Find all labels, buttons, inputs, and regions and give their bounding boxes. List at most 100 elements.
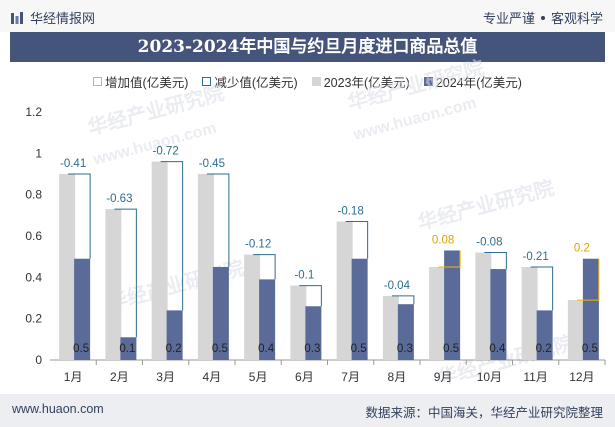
x-tick-label: 1月 (64, 370, 83, 384)
decrease-marker (530, 266, 554, 311)
bar-value-label: 0.2 (536, 343, 552, 355)
decrease-marker (160, 161, 184, 311)
legend-item-2023: 2023年(亿美元) (311, 72, 410, 91)
tagline-right: 客观科学 (550, 11, 603, 26)
bar-2024 (74, 258, 91, 360)
change-label: -0.18 (338, 206, 364, 218)
bar-2023 (475, 252, 492, 360)
legend-item-decrease: 减少值(亿美元) (202, 72, 298, 91)
watermark-text: 华经产业研究院 (415, 175, 556, 234)
change-label: -0.1 (294, 270, 314, 282)
labels: -0.41 0.5 -0.63 0.1 -0.72 0.2 -0.45 0.5 -0.12 0.4… (60, 146, 598, 355)
bar-2023 (197, 174, 214, 360)
bar-2023 (429, 267, 446, 360)
change-label: -0.63 (106, 193, 132, 205)
legend: 增加值(亿美元) 减少值(亿美元) 2023年(亿美元) 2024年(亿美元) (0, 72, 615, 91)
y-tick-label: 0.6 (25, 229, 42, 243)
chart-title: 2023-2024年中国与约旦月度进口商品总值 (10, 32, 605, 62)
bar-2023 (105, 209, 122, 360)
bar-2023 (521, 267, 538, 360)
bar-value-label: 0.5 (212, 343, 228, 355)
bar-2024 (536, 310, 553, 360)
tagline: 专业严谨 客观科学 (483, 8, 603, 27)
bar-value-label: 0.3 (397, 343, 413, 355)
x-tick-label: 5月 (249, 370, 268, 384)
legend-item-2024: 2024年(亿美元) (423, 72, 522, 91)
brand-logo-icon (11, 11, 23, 24)
bar-2024 (212, 267, 229, 360)
bar-value-label: 0.4 (489, 343, 506, 355)
change-label: -0.72 (153, 146, 179, 158)
x-tick-label: 10月 (477, 370, 502, 384)
bar-2024 (166, 310, 183, 360)
change-label: -0.04 (384, 280, 411, 292)
bar-value-label: 0.5 (351, 343, 367, 355)
bar-value-label: 0.5 (443, 343, 459, 355)
change-label: -0.08 (476, 237, 502, 249)
x-tick-label: 8月 (388, 370, 407, 384)
bar-2023 (151, 161, 168, 360)
tagline-left: 专业严谨 (482, 11, 535, 26)
x-tick-label: 9月 (434, 370, 453, 384)
bar-value-label: 0.2 (166, 343, 182, 355)
legend-label-increase: 增加值(亿美元) (105, 76, 189, 90)
x-tick-label: 4月 (203, 370, 222, 384)
legend-item-increase: 增加值(亿美元) (93, 72, 188, 91)
bar-2024 (259, 279, 276, 360)
bar-2024 (582, 258, 599, 360)
bar-value-label: 0.5 (73, 343, 89, 355)
legend-label-2024: 2024年(亿美元) (435, 76, 522, 90)
increase-marker (576, 258, 600, 301)
change-label: -0.12 (245, 239, 271, 251)
y-tick-label: 0.4 (25, 270, 42, 284)
footer-source: 数据来源：中国海关，华经产业研究院整理 (365, 406, 603, 420)
decrease-marker (484, 252, 507, 270)
increase-marker (438, 250, 461, 268)
bars (59, 161, 600, 360)
legend-swatch-2024 (423, 77, 433, 86)
decrease-marker (391, 295, 415, 305)
decrease-marker (253, 254, 276, 280)
decrease-marker (299, 285, 322, 307)
decrease-marker (68, 173, 91, 259)
bar-2024 (305, 306, 322, 360)
legend-label-2023: 2023年(亿美元) (323, 76, 410, 90)
bar-2023 (59, 174, 76, 360)
change-label: -0.41 (60, 158, 86, 170)
bar-value-label: 0.3 (304, 343, 320, 355)
chart-plot: 华经产业研究院 华经产业研究院 www.huaon.com www.huaon.… (25, 55, 606, 390)
footer-url[interactable]: www.huaon.com (12, 402, 104, 416)
legend-label-decrease: 减少值(亿美元) (214, 76, 298, 90)
change-label: 0.08 (432, 234, 454, 246)
change-label: 0.2 (574, 243, 590, 255)
y-tick-label: 0.8 (25, 188, 42, 202)
x-tick-label: 3月 (156, 370, 175, 384)
bar-2024 (444, 250, 461, 360)
bar-2024 (120, 337, 137, 360)
bullet-icon (540, 15, 545, 20)
axes: 0 0.2 0.4 0.6 0.8 1 1.2 1月 2月 3月 4月 5月 6月 7月 8月 9月 10月 11… (25, 105, 606, 384)
bar-2023 (244, 254, 261, 360)
bar-2023 (336, 221, 353, 360)
change-label: -0.45 (199, 158, 225, 170)
change-label: -0.21 (523, 251, 549, 263)
top-bar: 华经情报网 专业严谨 客观科学 (0, 0, 615, 32)
legend-swatch-2023 (311, 77, 321, 86)
decrease-marker (114, 208, 137, 338)
legend-swatch-decrease (202, 77, 212, 86)
brand[interactable]: 华经情报网 (10, 8, 95, 27)
decrease-marker (206, 173, 230, 267)
y-tick-label: 1.2 (25, 105, 42, 119)
bar-value-label: 0.5 (582, 343, 598, 355)
x-tick-label: 7月 (341, 370, 360, 384)
bar-2023 (382, 295, 399, 360)
x-tick-label: 12月 (569, 370, 594, 384)
decrease-marker (345, 221, 369, 259)
y-tick-label: 0 (35, 353, 42, 367)
y-tick-label: 0.2 (25, 312, 42, 326)
brand-name: 华经情报网 (30, 11, 96, 26)
bar-2023 (567, 300, 584, 360)
x-tick-label: 11月 (523, 370, 547, 384)
x-tick-label: 6月 (295, 370, 314, 384)
bar-value-label: 0.4 (258, 343, 275, 355)
